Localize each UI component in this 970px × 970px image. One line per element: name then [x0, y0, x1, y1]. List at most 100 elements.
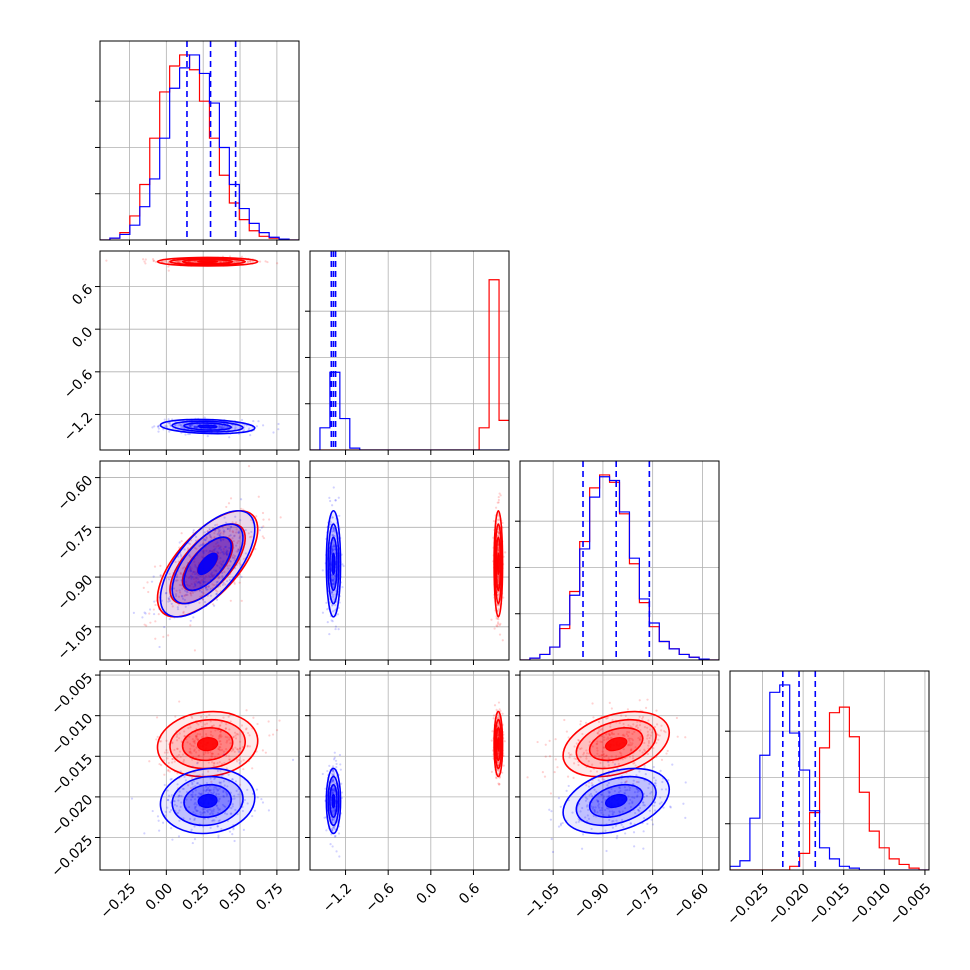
scatter-point: [233, 555, 237, 558]
scatter-point: [331, 791, 335, 794]
scatter-point: [186, 741, 189, 744]
scatter-point: [173, 800, 176, 803]
scatter-point: [201, 543, 204, 546]
scatter-point: [189, 798, 193, 801]
scatter-point: [227, 800, 230, 803]
scatter-point: [219, 740, 222, 743]
scatter-point: [212, 808, 215, 811]
scatter-point: [633, 791, 637, 794]
scatter-point: [216, 789, 219, 792]
scatter-point: [608, 794, 611, 798]
scatter-point: [222, 530, 225, 534]
scatter-point: [497, 501, 500, 504]
scatter-point: [152, 608, 155, 611]
scatter-point: [584, 816, 587, 819]
scatter-point: [193, 739, 196, 742]
scatter-point: [167, 768, 170, 771]
scatter-point: [211, 752, 214, 755]
scatter-point: [207, 574, 210, 577]
scatter-point: [611, 810, 614, 813]
scatter-point: [219, 769, 222, 772]
scatter-point: [331, 789, 335, 792]
scatter-point: [189, 817, 192, 820]
scatter-point: [233, 557, 236, 560]
scatter-point: [193, 582, 196, 586]
scatter-point: [218, 748, 221, 751]
scatter-point: [181, 753, 185, 756]
scatter-point: [225, 553, 229, 556]
scatter-point: [326, 769, 329, 773]
scatter-point: [226, 426, 229, 429]
scatter-point: [669, 806, 672, 809]
scatter-point: [497, 618, 500, 621]
scatter-point: [331, 790, 334, 794]
scatter-point: [602, 813, 605, 816]
scatter-point: [585, 752, 589, 755]
scatter-point: [577, 763, 580, 767]
scatter-point: [195, 803, 198, 806]
scatter-point: [657, 738, 660, 741]
scatter-point: [229, 720, 232, 723]
scatter-point: [152, 259, 156, 262]
scatter-point: [245, 727, 248, 730]
scatter-point: [192, 811, 195, 814]
scatter-point: [600, 754, 603, 757]
scatter-point: [223, 784, 226, 787]
scatter-point: [638, 738, 641, 742]
x-tick-label: −0.010: [846, 880, 894, 928]
scatter-point: [233, 535, 236, 538]
scatter-point: [333, 574, 336, 577]
scatter-point: [332, 579, 335, 582]
scatter-point: [195, 734, 198, 737]
scatter-point: [572, 776, 575, 779]
scatter-point: [501, 712, 504, 715]
scatter-point: [497, 725, 500, 728]
scatter-point: [321, 611, 325, 614]
scatter-point: [209, 575, 212, 578]
scatter-point: [646, 737, 649, 740]
scatter-point: [634, 746, 637, 749]
scatter-point: [179, 571, 182, 575]
scatter-point: [603, 746, 606, 749]
scatter-point: [628, 744, 632, 747]
scatter-point: [232, 749, 235, 752]
scatter-point: [167, 576, 170, 579]
scatter-point: [684, 816, 687, 819]
scatter-point: [198, 792, 201, 795]
panel-border: [729, 670, 930, 871]
scatter-point: [238, 562, 241, 565]
scatter-point: [638, 715, 641, 718]
scatter-point: [627, 744, 630, 747]
scatter-point: [565, 789, 568, 792]
scatter-point: [332, 779, 335, 783]
scatter-point: [629, 805, 632, 809]
scatter-point: [201, 735, 204, 739]
scatter-point: [611, 813, 614, 816]
scatter-point: [328, 633, 331, 636]
scatter-point: [204, 751, 207, 755]
scatter-point: [212, 791, 216, 794]
scatter-point: [332, 583, 335, 586]
scatter-point: [165, 259, 168, 263]
scatter-point: [199, 543, 202, 546]
scatter-point: [646, 726, 649, 729]
scatter-point: [332, 582, 336, 585]
scatter-point: [605, 849, 608, 853]
scatter-point: [598, 754, 601, 758]
scatter-point: [179, 805, 182, 808]
scatter-point: [219, 733, 222, 736]
scatter-point: [239, 519, 242, 522]
scatter-point: [493, 704, 497, 707]
scatter-point: [209, 750, 212, 754]
scatter-point: [630, 743, 633, 746]
scatter-point: [194, 775, 198, 779]
scatter-point: [602, 797, 605, 800]
scatter-point: [218, 534, 221, 537]
scatter-point: [181, 595, 184, 598]
scatter-point: [219, 730, 222, 733]
scatter-point: [596, 800, 600, 803]
scatter-point: [230, 525, 233, 528]
scatter-point: [597, 804, 600, 807]
scatter-point: [579, 756, 582, 759]
scatter-point: [626, 708, 630, 711]
